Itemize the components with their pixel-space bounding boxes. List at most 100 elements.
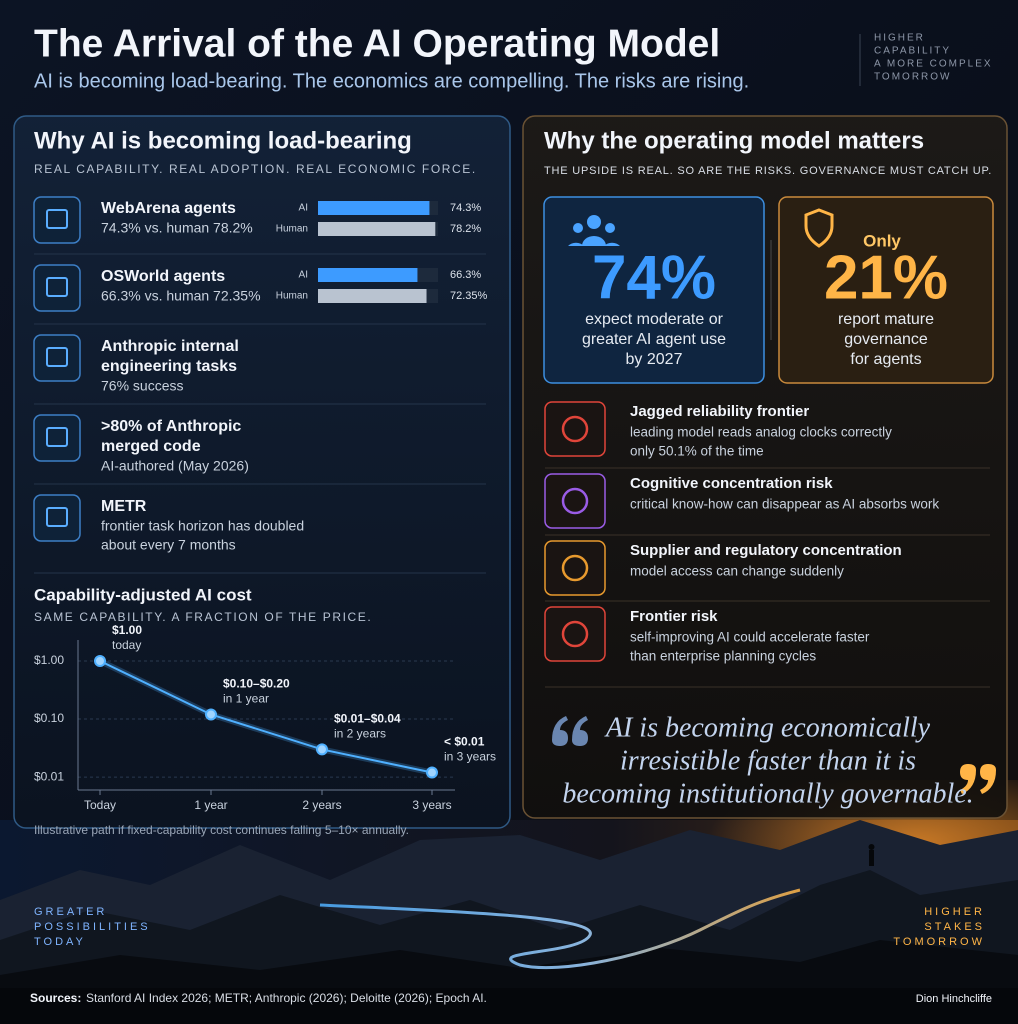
risk-detail: only 50.1% of the time — [630, 444, 764, 459]
point-annotation-sub: in 2 years — [334, 727, 386, 741]
stat-detail: by 2027 — [626, 351, 683, 368]
icon-glyph — [46, 507, 68, 527]
stat-figure: 21% — [824, 243, 948, 312]
data-point — [94, 655, 106, 668]
risk-title: Cognitive concentration risk — [630, 475, 833, 492]
icon-glyph — [46, 209, 68, 229]
footer-bar — [0, 988, 1018, 1024]
item-title: OSWorld agents — [101, 268, 225, 285]
x-tick-label: 1 year — [194, 798, 227, 812]
icon-box — [544, 606, 606, 662]
scene-label: STAKES — [924, 921, 985, 933]
x-tick-label: 3 years — [412, 798, 451, 812]
icon-box — [544, 540, 606, 596]
item-detail: 76% success — [101, 378, 183, 394]
icon-glyph — [561, 487, 589, 515]
risk-title: Jagged reliability frontier — [630, 403, 809, 420]
x-tick-label: 2 years — [302, 798, 341, 812]
stat-prefix: Only — [863, 231, 901, 250]
sources: Stanford AI Index 2026; METR; Anthropic … — [86, 991, 487, 1005]
author: Dion Hinchcliffe — [916, 993, 992, 1005]
risk-title: Supplier and regulatory concentration — [630, 542, 902, 559]
point-annotation: $0.10–$0.20 — [223, 677, 290, 691]
quote-line: AI is becoming economically — [604, 712, 931, 743]
bar-category: Human — [276, 224, 308, 235]
bar-value-label: 66.3% — [450, 269, 481, 281]
icon-glyph — [561, 415, 589, 443]
scene-label: GREATER — [34, 906, 107, 918]
section-heading: Why the operating model matters — [544, 127, 924, 154]
item-detail: 74.3% vs. human 78.2% — [101, 220, 253, 236]
bar — [318, 268, 418, 282]
quote-mark-open — [552, 716, 588, 746]
section-kicker: THE UPSIDE IS REAL. SO ARE THE RISKS. GO… — [544, 165, 992, 177]
icon-box — [33, 334, 81, 382]
point-annotation-sub: in 3 years — [444, 750, 496, 764]
tagline: HIGHER — [874, 33, 925, 44]
item-title: Anthropic internal — [101, 338, 239, 355]
icon-glyph — [46, 277, 68, 297]
data-point — [426, 766, 438, 779]
risk-title: Frontier risk — [630, 608, 718, 625]
item-title: METR — [101, 498, 147, 515]
data-point — [316, 743, 328, 756]
bar-value-label: 74.3% — [450, 202, 481, 214]
item-detail: AI-authored (May 2026) — [101, 458, 249, 474]
risk-detail: self-improving AI could accelerate faste… — [630, 630, 870, 645]
bar-category: AI — [299, 270, 308, 281]
item-detail: 66.3% vs. human 72.35% — [101, 288, 261, 304]
icon-box — [544, 473, 606, 529]
item-title: engineering tasks — [101, 358, 237, 375]
icon-box — [33, 264, 81, 312]
mountain-scene — [0, 780, 1018, 990]
quote-mark-close — [960, 764, 996, 794]
data-point — [205, 708, 217, 721]
scene-label: TOMORROW — [893, 936, 985, 948]
bar-category: Human — [276, 291, 308, 302]
bar-category: AI — [299, 203, 308, 214]
point-annotation: < $0.01 — [444, 735, 485, 749]
scene-label: POSSIBILITIES — [34, 921, 151, 933]
y-tick-label: $1.00 — [34, 653, 64, 667]
x-tick-label: Today — [84, 798, 116, 812]
item-title: merged code — [101, 438, 201, 455]
quote-line: irresistible faster than it is — [620, 745, 916, 776]
icon-glyph — [46, 347, 68, 367]
shield-icon — [804, 208, 834, 248]
point-annotation-sub: in 1 year — [223, 692, 269, 706]
icon-box — [33, 414, 81, 462]
icon-glyph — [561, 620, 589, 648]
icon-box — [33, 494, 81, 542]
risk-detail: model access can change suddenly — [630, 564, 844, 579]
cost-line — [99, 660, 433, 774]
stat-detail: report mature — [838, 311, 934, 328]
tagline: CAPABILITY — [874, 46, 951, 57]
risk-detail: than enterprise planning cycles — [630, 649, 816, 664]
section-heading: Why AI is becoming load-bearing — [34, 127, 412, 154]
point-annotation: $1.00 — [112, 623, 142, 637]
stat-card — [778, 196, 994, 384]
y-tick-label: $0.10 — [34, 711, 64, 725]
stat-detail: governance — [844, 331, 928, 348]
stat-detail: for agents — [850, 351, 921, 368]
point-annotation-sub: today — [112, 638, 141, 652]
bar-value-label: 78.2% — [450, 223, 481, 235]
people-icon — [568, 215, 620, 246]
bar — [318, 289, 427, 303]
bar-value-label: 72.35% — [450, 290, 488, 302]
item-title: >80% of Anthropic — [101, 418, 241, 435]
sources-label: Sources: — [30, 991, 81, 1005]
scene-label: HIGHER — [924, 906, 985, 918]
icon-glyph — [561, 554, 589, 582]
quote-line: becoming institutionally governable. — [562, 778, 973, 809]
icon-glyph — [46, 427, 68, 447]
stat-detail: expect moderate or — [585, 311, 724, 328]
item-detail: frontier task horizon has doubled — [101, 518, 304, 534]
point-annotation: $0.01–$0.04 — [334, 712, 401, 726]
risk-detail: leading model reads analog clocks correc… — [630, 425, 892, 440]
chart-note: Illustrative path if fixed-capability co… — [34, 823, 409, 837]
icon-box — [544, 401, 606, 457]
bar — [318, 201, 430, 215]
